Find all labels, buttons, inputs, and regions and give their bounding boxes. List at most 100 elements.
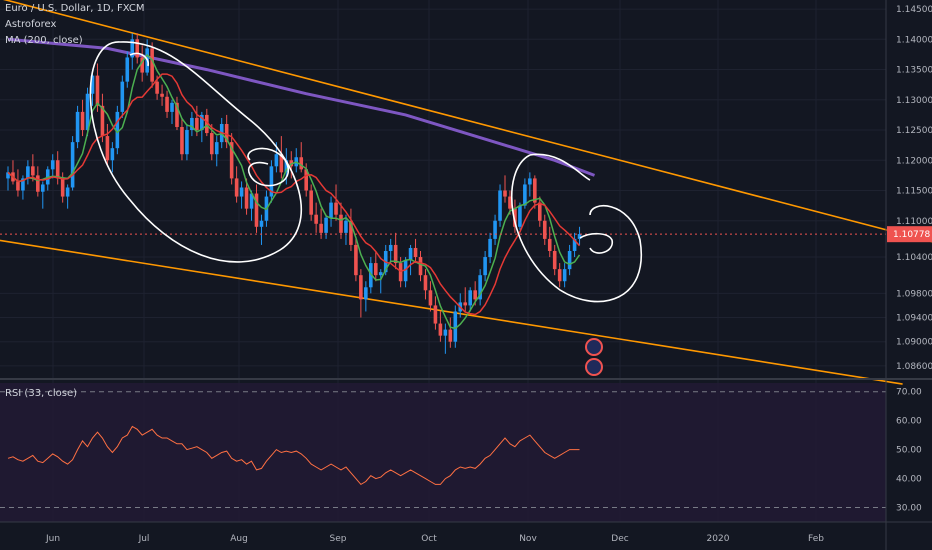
candle-body	[155, 81, 159, 94]
candle-body	[324, 217, 328, 233]
slow-ma-line	[7, 73, 581, 316]
candle-body	[473, 290, 477, 300]
drawing-hook-top	[129, 52, 150, 67]
price-axis[interactable]: 1.14500 1.14000 1.13500 1.13000 1.12500 1.120…	[896, 5, 932, 372]
candle-body	[85, 93, 90, 131]
time-tick-label: Dec	[611, 534, 628, 544]
candle-body	[388, 244, 393, 251]
candle-body	[21, 178, 25, 191]
candle-body	[140, 57, 144, 73]
trendline-lower	[0, 239, 903, 385]
price-tick-label: 1.09000	[896, 338, 932, 348]
candle-body	[498, 190, 502, 221]
candle-body	[170, 102, 174, 112]
candle-body	[229, 142, 234, 179]
drawing-circle-left	[89, 41, 303, 263]
candle-body	[135, 39, 140, 58]
candle-body	[130, 39, 135, 58]
price-tick-label: 1.14500	[896, 5, 932, 15]
time-tick-label: Jun	[45, 534, 60, 544]
time-tick-label: Jul	[138, 534, 150, 544]
fast-ma-line	[7, 53, 581, 330]
current-price-label: 1.10778	[893, 230, 930, 240]
candle-body	[180, 127, 184, 155]
candle-body	[443, 329, 448, 336]
candle-body	[398, 263, 403, 282]
price-tick-label: 1.08600	[896, 362, 932, 372]
candle-body	[244, 187, 249, 209]
rsi-tick-label: 70.00	[896, 388, 922, 398]
candle-body	[329, 202, 333, 218]
candle-body	[508, 196, 512, 209]
price-tick-label: 1.11000	[896, 217, 932, 227]
candle-body	[567, 250, 572, 270]
candle-body	[518, 205, 522, 227]
candle-body	[205, 114, 209, 134]
author-label: Astroforex	[5, 19, 57, 30]
rsi-indicator-label[interactable]: RSI (33, close)	[5, 388, 78, 399]
candle-body	[60, 178, 65, 197]
price-badge-layer: 1.10778	[887, 226, 932, 243]
candle-body	[65, 187, 70, 197]
rsi-pane[interactable]	[0, 391, 886, 509]
candle-body	[299, 157, 304, 170]
candle-body	[304, 169, 308, 191]
candle-body	[448, 329, 453, 342]
candle-body	[214, 142, 219, 155]
candle-body	[418, 257, 423, 276]
price-tick-label: 1.13000	[896, 96, 932, 106]
candle-body	[537, 202, 542, 221]
candle-body	[528, 178, 532, 185]
candle-body	[36, 175, 40, 192]
rsi-band-fill	[0, 383, 886, 522]
drawing-swirl-mid	[247, 147, 289, 187]
candle-body	[438, 323, 443, 336]
time-axis[interactable]: Jun Jul Aug Sep Oct Nov Dec 2020 Feb	[45, 534, 824, 544]
price-tick-label: 1.09800	[896, 289, 932, 299]
time-tick-label: Feb	[808, 534, 824, 544]
ma-indicator-label[interactable]: MA (200, close)	[5, 35, 83, 46]
candle-body	[90, 75, 95, 94]
symbol-title[interactable]: Euro / U.S. Dollar, 1D, FXCM	[5, 3, 145, 14]
candle-body	[269, 166, 274, 197]
candle-body	[115, 111, 120, 149]
price-tick-label: 1.12500	[896, 126, 932, 136]
candle-body	[70, 142, 75, 188]
candle-body	[234, 178, 239, 197]
candle-body	[359, 275, 363, 300]
candle-body	[349, 220, 353, 245]
time-tick-label: Aug	[230, 534, 248, 544]
candle-body	[249, 193, 254, 209]
candle-body	[408, 247, 413, 261]
candle-body	[344, 220, 348, 233]
candle-body	[572, 238, 577, 251]
trendline-upper	[2, 0, 932, 243]
rsi-axis[interactable]: 70.00 60.00 50.00 40.00 30.00	[896, 388, 922, 514]
candle-body	[314, 214, 318, 224]
price-pane[interactable]	[0, 0, 932, 385]
candle-body	[224, 123, 229, 143]
candle-body	[354, 244, 358, 276]
candle-body	[577, 234, 582, 239]
candle-body	[339, 214, 343, 233]
candle-body	[413, 247, 418, 258]
candle-body	[50, 160, 55, 170]
candle-body	[279, 154, 284, 173]
candle-body	[165, 96, 169, 112]
candle-body	[309, 190, 313, 215]
price-tick-label: 1.09400	[896, 314, 932, 324]
candle-body	[284, 160, 289, 173]
candle-body	[200, 114, 204, 131]
rsi-tick-label: 30.00	[896, 504, 922, 514]
price-tick-label: 1.10400	[896, 253, 932, 263]
ma200-line	[7, 37, 596, 177]
rsi-tick-label: 40.00	[896, 475, 922, 485]
time-tick-label: Sep	[330, 534, 347, 544]
drawing-circle-right-top	[529, 153, 591, 181]
candle-body	[488, 238, 492, 258]
drawing-circle-right	[511, 154, 643, 303]
candle-body	[125, 57, 130, 82]
price-tick-label: 1.13500	[896, 66, 932, 76]
candle-body	[453, 311, 458, 342]
